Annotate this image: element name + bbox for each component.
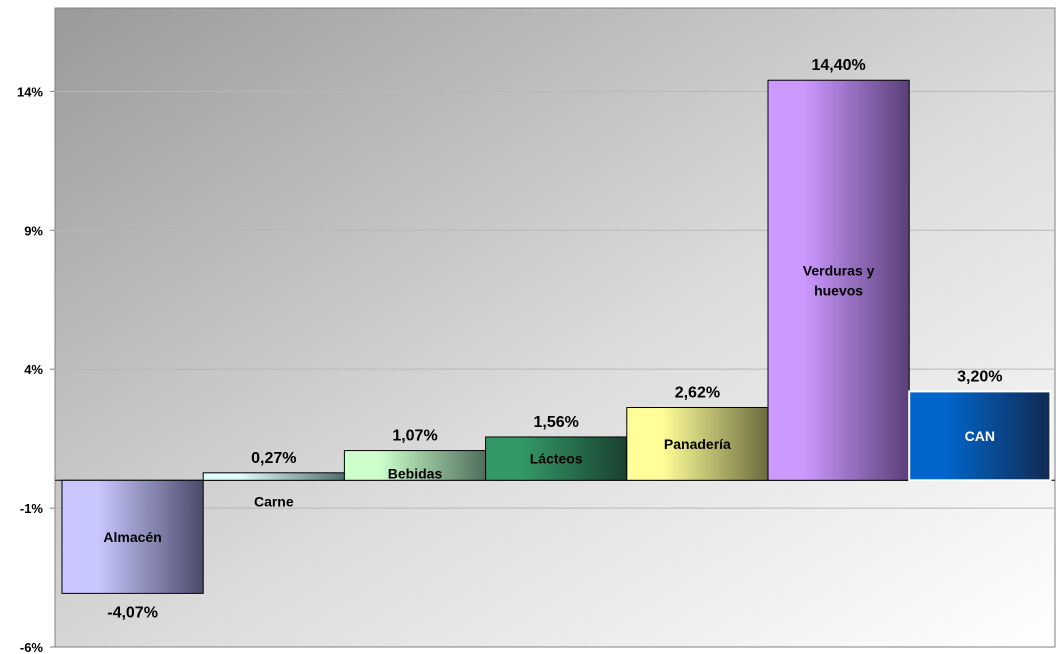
y-tick-label: 4%	[24, 362, 43, 377]
value-label: 3,20%	[957, 368, 1002, 385]
bar	[202, 472, 345, 481]
y-tick-label: -1%	[20, 501, 44, 516]
data-labels: -4,07% Almacén 0,27% Carne 1,07% Bebidas 1,56%…	[103, 57, 1002, 621]
category-label: Verduras y huevos	[803, 262, 875, 298]
category-label: Lácteos	[530, 451, 583, 467]
bar	[767, 79, 910, 481]
value-label: 14,40%	[811, 57, 865, 74]
bar	[485, 436, 628, 481]
category-label: Bebidas	[388, 465, 443, 481]
value-label: 1,56%	[534, 414, 579, 431]
category-label: CAN	[965, 428, 995, 444]
bar	[626, 407, 769, 481]
bars	[61, 79, 1052, 594]
y-tick-label: 14%	[17, 84, 43, 99]
y-axis: -6% -1% 4% 9% 14%	[17, 84, 55, 654]
value-label: 2,62%	[675, 385, 720, 402]
bar	[343, 450, 487, 481]
bar	[61, 479, 204, 594]
value-label: 1,07%	[392, 428, 437, 445]
value-label: 0,27%	[251, 450, 296, 467]
y-tick-label: 9%	[24, 223, 43, 238]
value-label: -4,07%	[107, 604, 158, 621]
category-label: Almacén	[103, 529, 161, 545]
category-label: Panadería	[664, 436, 731, 452]
y-tick-label: -6%	[20, 640, 44, 654]
bar	[908, 390, 1052, 482]
category-label: Carne	[254, 493, 294, 509]
